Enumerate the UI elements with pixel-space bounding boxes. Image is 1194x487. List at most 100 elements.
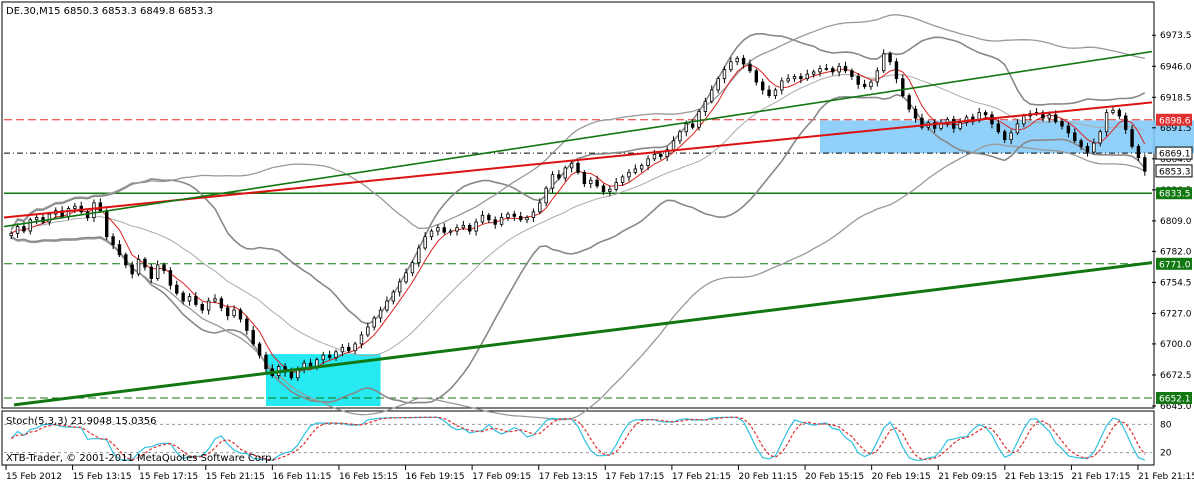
- time-tick-label: 20 Feb 19:15: [872, 472, 931, 482]
- price-tick-label: 6672.5: [1160, 371, 1192, 381]
- candle-body: [417, 247, 421, 264]
- candle-body: [818, 68, 822, 73]
- time-tick-label: 15 Feb 13:15: [73, 472, 132, 482]
- candle-body: [410, 262, 415, 274]
- candle-body: [130, 264, 134, 275]
- candle-body: [811, 71, 816, 75]
- price-tick-label: 6973.5: [1160, 31, 1192, 41]
- candle-body: [748, 63, 752, 72]
- candle-body: [124, 254, 128, 266]
- candle-body: [1060, 121, 1064, 127]
- candle-body: [429, 230, 434, 238]
- candle-body: [436, 227, 440, 232]
- candle-body: [722, 69, 727, 80]
- price-label-6652.1: 6652.1: [1159, 394, 1191, 404]
- candle-body: [391, 291, 396, 302]
- candle-body: [512, 213, 517, 217]
- candle-body: [792, 76, 797, 80]
- candle-body: [525, 217, 529, 221]
- price-label-6853.3: 6853.3: [1159, 167, 1191, 177]
- candle-body: [308, 362, 313, 367]
- candle-body: [1022, 115, 1026, 125]
- candle-body: [716, 78, 720, 91]
- time-tick-label: 20 Feb 15:15: [805, 472, 864, 482]
- candle-body: [397, 281, 402, 293]
- candle-body: [474, 221, 478, 232]
- candle-body: [1104, 112, 1109, 133]
- candle-body: [1053, 114, 1058, 122]
- candle-body: [958, 122, 962, 129]
- candle-body: [665, 149, 669, 157]
- time-tick-label: 16 Feb 11:15: [272, 472, 331, 482]
- candle-body: [232, 309, 236, 317]
- candle-body: [1124, 115, 1128, 130]
- price-label-6898.6: 6898.6: [1159, 116, 1191, 126]
- candle-body: [627, 171, 631, 178]
- candle-body: [786, 78, 790, 82]
- candle-body: [856, 76, 860, 85]
- stoch-title: Stoch(5,3,3) 21.9048 15.0356: [6, 416, 157, 427]
- candle-body: [620, 176, 625, 183]
- candle-body: [1079, 140, 1083, 147]
- candle-body: [213, 298, 217, 302]
- green-upper-trendline[interactable]: [3, 50, 1153, 228]
- candle-body: [754, 70, 759, 83]
- candle-body: [614, 182, 618, 190]
- candle-body: [66, 208, 71, 217]
- stoch-main-line: [10, 416, 1145, 461]
- candle-body: [582, 171, 587, 185]
- time-tick-label: 15 Feb 17:15: [139, 472, 198, 482]
- candle-body: [843, 65, 848, 72]
- price-tick-label: 6645.0: [1160, 402, 1192, 412]
- candle-body: [423, 236, 427, 249]
- bb20-mid: [10, 73, 1145, 357]
- candle-body: [659, 153, 663, 157]
- candle-body: [538, 202, 542, 213]
- candle-body: [1047, 114, 1051, 119]
- candle-body: [340, 346, 345, 353]
- candle-body: [385, 300, 389, 311]
- candle-body: [372, 317, 376, 328]
- bb20-upper: [10, 32, 1146, 325]
- candle-body: [404, 272, 408, 283]
- candle-body: [544, 187, 548, 204]
- time-tick-label: 17 Feb 21:15: [672, 472, 731, 482]
- candle-body: [499, 217, 504, 225]
- candle-body: [837, 65, 841, 73]
- bb50-upper: [10, 14, 1145, 230]
- price-tick-label: 6727.0: [1160, 309, 1192, 319]
- candle-body: [34, 217, 39, 221]
- candle-body: [73, 205, 77, 209]
- candle-body: [862, 83, 867, 87]
- red-trendline[interactable]: [3, 101, 1153, 219]
- candle-body: [518, 215, 523, 221]
- candle-body: [264, 354, 268, 370]
- price-tick-label: 6891.5: [1160, 124, 1192, 134]
- candle-body: [652, 153, 657, 160]
- candle-body: [1085, 146, 1090, 153]
- candle-body: [633, 168, 638, 173]
- price-tick-label: 6754.5: [1160, 278, 1192, 288]
- candle-body: [257, 343, 262, 356]
- candle-body: [28, 219, 32, 232]
- candle-body: [506, 213, 510, 218]
- candle-body: [327, 354, 332, 358]
- candle-body: [710, 89, 714, 102]
- candle-body: [671, 140, 676, 151]
- candle-body: [697, 111, 701, 128]
- price-label-box: [1156, 113, 1192, 126]
- candle-body: [480, 214, 485, 223]
- candle-body: [888, 53, 892, 63]
- candle-body: [1136, 146, 1141, 159]
- candle-body: [824, 68, 829, 70]
- price-tick-label: 6809.0: [1160, 217, 1192, 227]
- candle-body: [932, 122, 937, 129]
- candle-body: [226, 307, 230, 317]
- trendlines-layer[interactable]: [3, 50, 1153, 407]
- stoch-tick-label: 80: [1160, 420, 1172, 430]
- candle-body: [983, 112, 988, 116]
- candle-body: [168, 270, 173, 286]
- candle-body: [448, 230, 453, 233]
- green-lower-trendline[interactable]: [13, 261, 1153, 407]
